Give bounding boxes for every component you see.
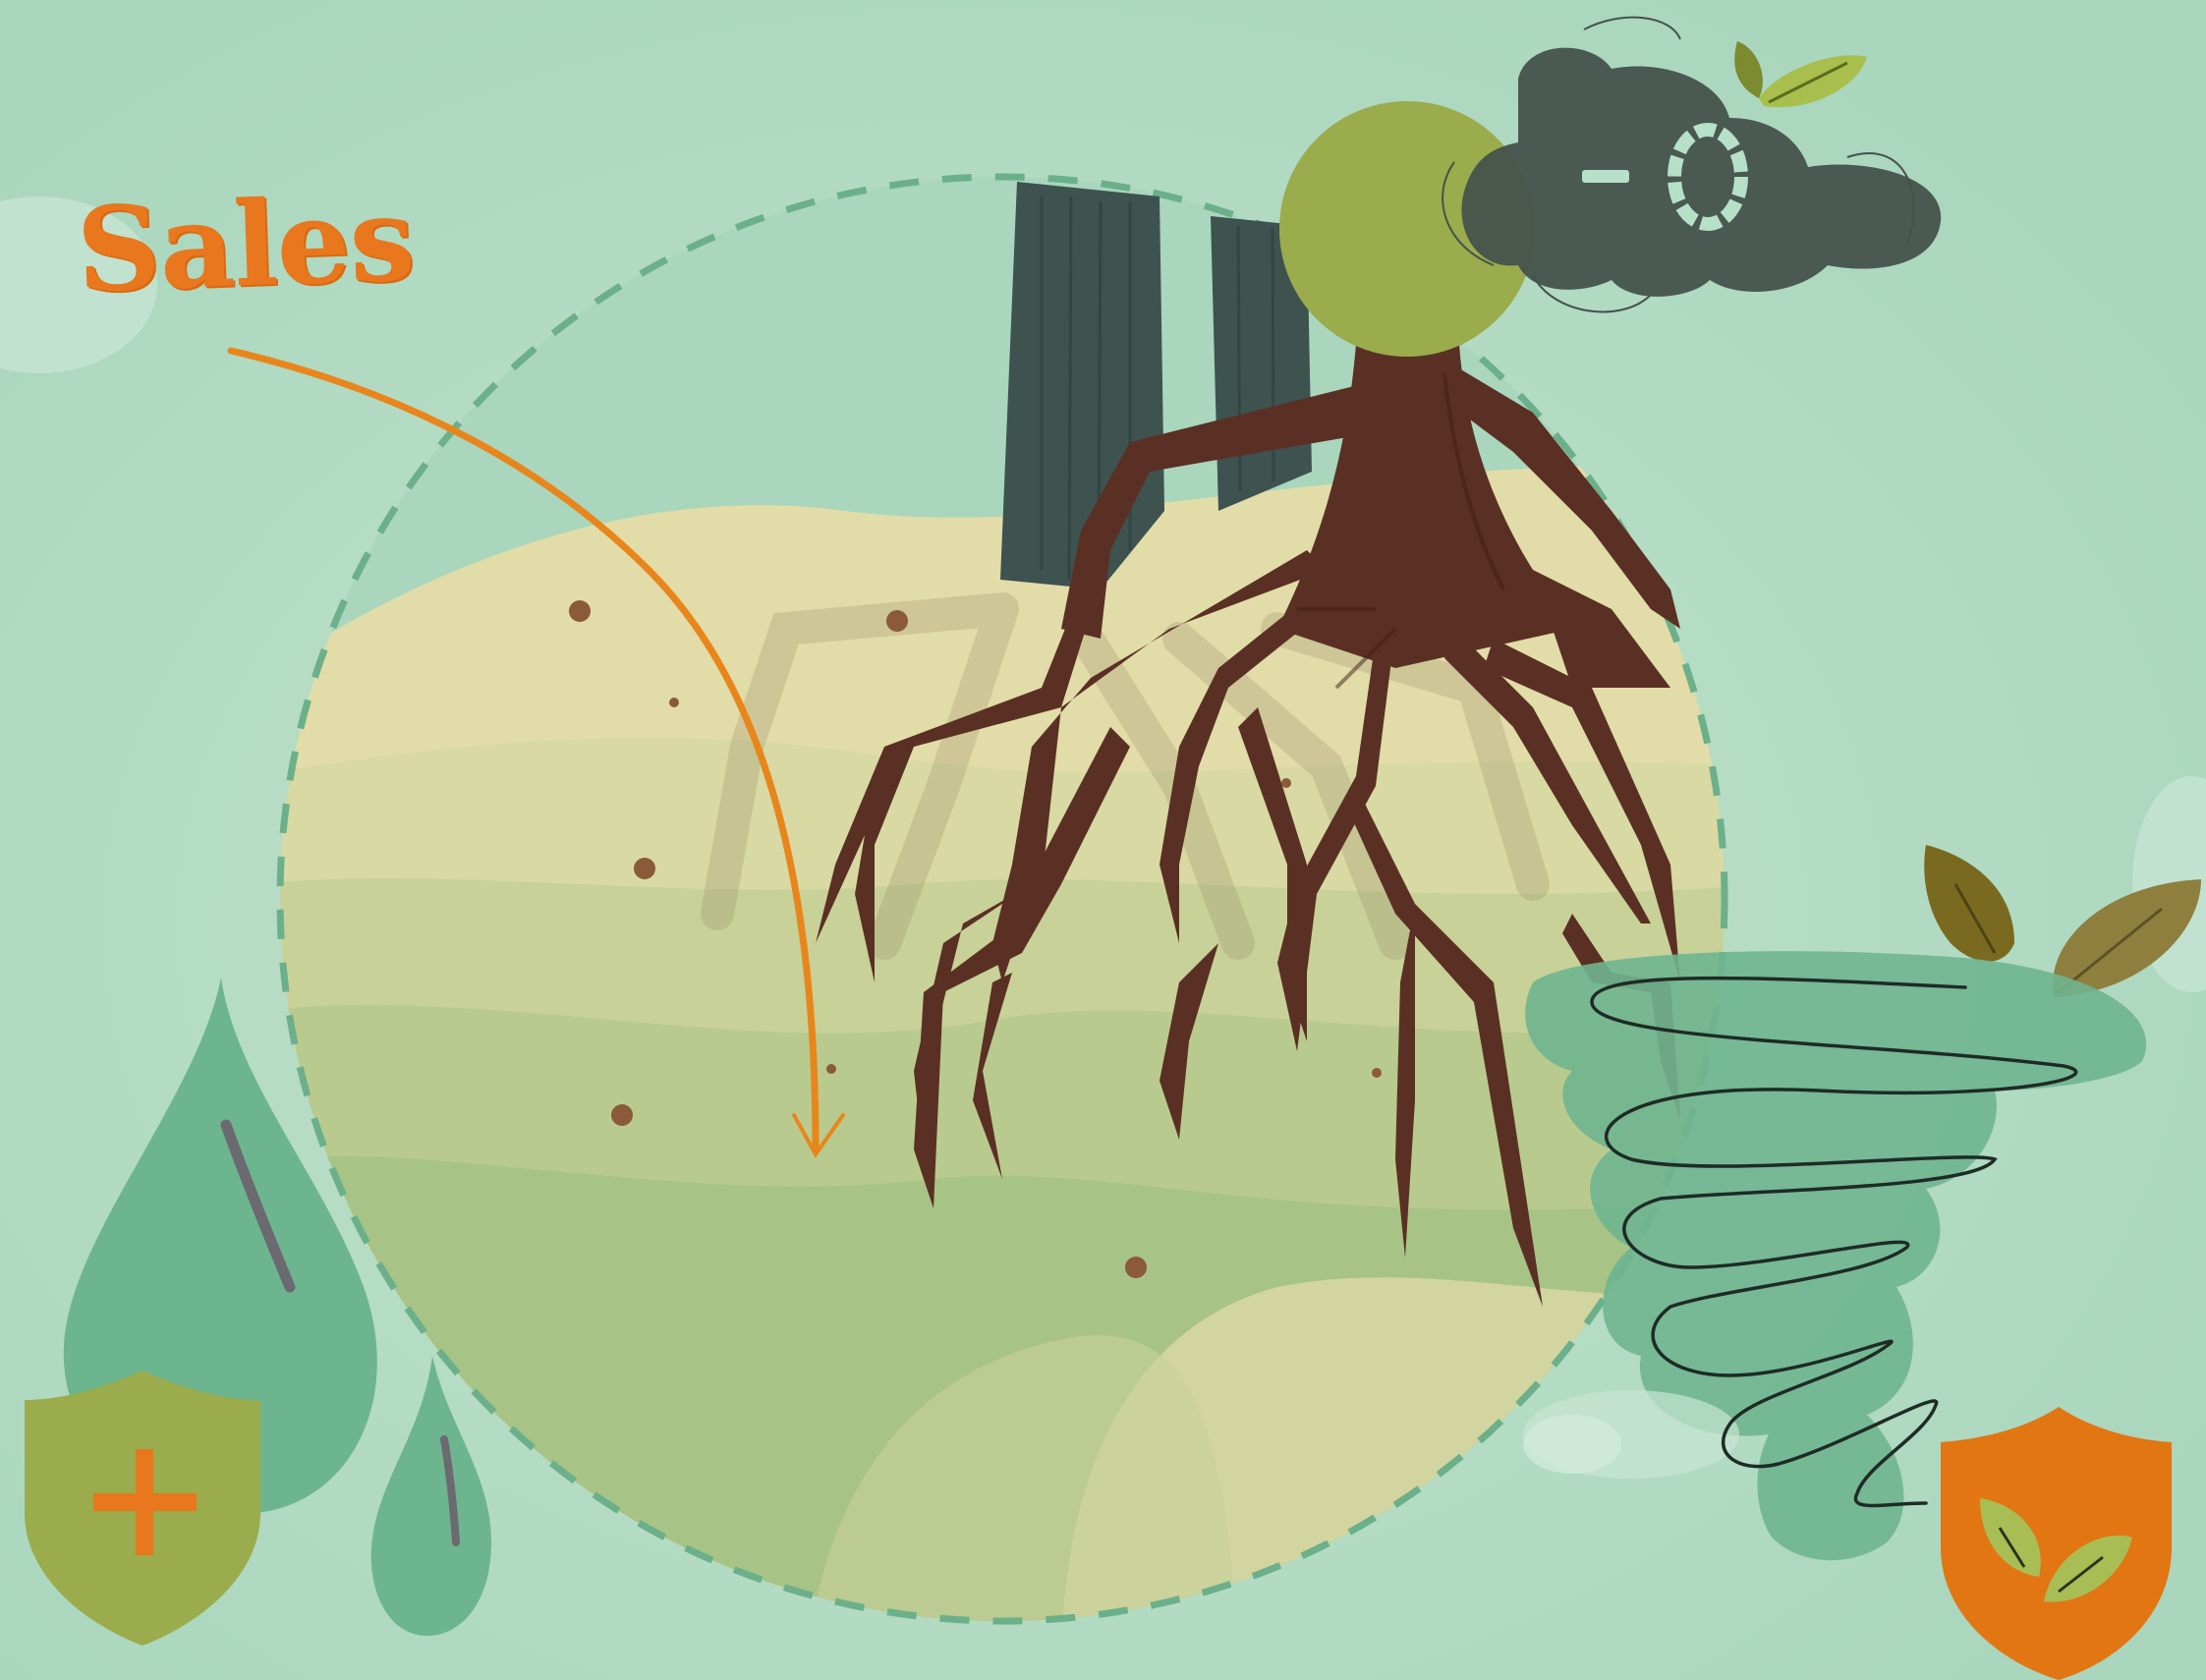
root-branch — [1160, 943, 1218, 1140]
root-branch — [914, 884, 1032, 1159]
scribble-spiral — [1590, 976, 2078, 1508]
leaf-icon — [1734, 41, 1867, 108]
root-branch — [1160, 589, 1327, 943]
root-branch — [1533, 570, 1670, 688]
soil-dots — [569, 600, 1382, 1278]
root-shading — [1297, 372, 1505, 690]
soil-dot — [826, 1064, 836, 1074]
teal-blob-group — [1523, 951, 2147, 1561]
sales-label: Sales — [74, 170, 417, 318]
cloud-icon — [1442, 16, 1942, 313]
root-branch — [1277, 629, 1395, 1051]
dashed-circle — [276, 173, 1728, 1625]
sand-patch-mid — [806, 1335, 1238, 1621]
root-branch — [1435, 354, 1680, 629]
plus-shield-icon — [25, 1371, 260, 1646]
soil-dot — [1281, 778, 1291, 788]
soil-dot — [886, 610, 908, 632]
soil-dot — [611, 1104, 633, 1126]
arrow-icon — [227, 347, 845, 1158]
soil-dot — [1125, 1257, 1147, 1278]
soil-dot — [669, 698, 679, 707]
root-branch — [1346, 786, 1543, 1307]
root-branch — [816, 550, 1110, 982]
leaf-shield-icon — [1941, 1407, 2172, 1680]
water-drop-icon — [370, 1356, 491, 1636]
soil-dot — [634, 858, 655, 879]
root-branch — [1484, 639, 1680, 982]
olive-circle — [1279, 101, 1535, 357]
soil-dot — [1372, 1068, 1382, 1078]
root-branch — [973, 973, 1012, 1179]
root-branch — [914, 727, 1130, 1208]
cloud-ring — [1668, 123, 1748, 231]
light-blob-left — [0, 196, 157, 373]
tree-roots — [816, 344, 1680, 1307]
arrow-curve — [227, 347, 820, 1153]
leaf-icon — [1924, 845, 2201, 997]
root-branch — [1444, 629, 1651, 924]
arrow-head — [792, 1113, 845, 1158]
root-branch — [1395, 904, 1415, 1258]
cloud-dash — [1582, 170, 1629, 183]
root-branch — [992, 550, 1327, 982]
root-branch — [1061, 383, 1376, 639]
soil-dot — [569, 600, 591, 622]
